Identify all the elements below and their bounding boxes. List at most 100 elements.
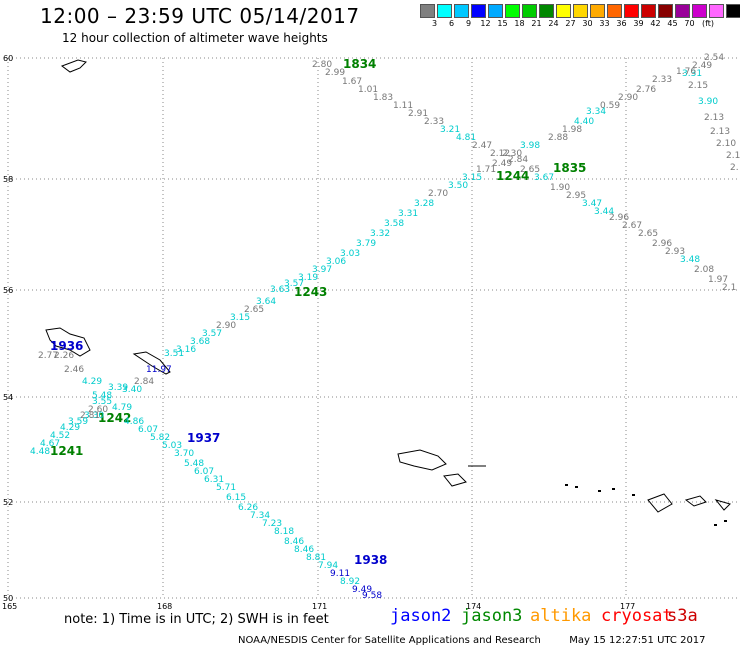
wave-height-label: 4.40: [574, 117, 594, 127]
legend-swatch: [726, 4, 740, 18]
wave-height-label: 11.97: [146, 365, 172, 375]
wave-height-label: 2.91: [408, 109, 428, 119]
small-island: [724, 520, 727, 522]
wave-height-label: 2.47: [472, 141, 492, 151]
land-outline: [684, 495, 707, 507]
small-island: [575, 486, 578, 488]
wave-height-label: 5.71: [216, 483, 236, 493]
wave-height-label: 3.68: [190, 337, 210, 347]
wave-height-label: 1.01: [358, 85, 378, 95]
wave-height-label: 2.90: [216, 321, 236, 331]
wave-height-label: 3.19: [298, 273, 318, 283]
legend-label: 39: [633, 19, 644, 28]
wave-height-label: 9.11: [330, 569, 350, 579]
wave-height-label: 1.11: [393, 101, 413, 111]
land-outline: [714, 499, 731, 511]
legend-swatch: [607, 4, 622, 18]
legend-swatch: [522, 4, 537, 18]
wave-height-label: 3.47: [582, 199, 602, 209]
lon-label: 171: [312, 602, 327, 611]
wave-height-label: 2.33: [424, 117, 444, 127]
wave-height-label: 4.81: [456, 133, 476, 143]
legend-unit: (ft): [701, 19, 715, 28]
wave-height-label: 2.90: [618, 93, 638, 103]
legend-label: 15: [497, 19, 508, 28]
lat-label: 58: [3, 175, 13, 184]
wave-height-label: 6.07: [138, 425, 158, 435]
land-outline: [132, 351, 171, 375]
wave-height-label: 1.98: [562, 125, 582, 135]
wave-height-label: 2.84: [508, 155, 528, 165]
small-island: [565, 484, 568, 486]
wave-height-label: 2.1: [722, 283, 736, 293]
legend-label: 12: [480, 19, 491, 28]
wave-height-label: 3.50: [448, 181, 468, 191]
wave-height-label: 5.82: [150, 433, 170, 443]
wave-height-label: 3.79: [356, 239, 376, 249]
legend-label: 42: [650, 19, 661, 28]
wave-height-label: 8.46: [284, 537, 304, 547]
wave-height-label: 2.81: [80, 411, 100, 421]
wave-height-label: 3.15: [230, 313, 250, 323]
land-outline: [443, 473, 467, 487]
wave-height-label: 2.96: [652, 239, 672, 249]
wave-height-label: 2.76: [636, 85, 656, 95]
wave-height-label: 3.03: [340, 249, 360, 259]
wave-height-label: 7.94: [318, 561, 338, 571]
land-outline: [647, 493, 673, 513]
legend-label: 21: [531, 19, 542, 28]
wave-height-label: 3.31: [398, 209, 418, 219]
wave-height-label: 3.44: [594, 207, 614, 217]
wave-height-label: 3.06: [326, 257, 346, 267]
wave-height-label: 2.13: [704, 113, 724, 123]
pass-time-label: 1243: [294, 285, 327, 299]
wave-height-label: 2.96: [609, 213, 629, 223]
wave-height-label: 3.51: [164, 349, 184, 359]
satellite-legend-jason2: jason2: [390, 606, 452, 626]
legend-label: 6: [448, 19, 455, 28]
legend-swatch: [573, 4, 588, 18]
wave-height-label: 0.59: [600, 101, 620, 111]
wave-height-label: 3.57: [202, 329, 222, 339]
satellite-legend-jason3: jason3: [461, 606, 523, 626]
legend-label: 45: [667, 19, 678, 28]
lat-label: 60: [3, 54, 13, 63]
legend-swatch: [709, 4, 724, 18]
wave-height-label: 3.90: [698, 97, 718, 107]
legend-swatch: [471, 4, 486, 18]
legend-swatch: [675, 4, 690, 18]
wave-height-label: 3.55: [92, 397, 112, 407]
legend-label: 30: [582, 19, 593, 28]
wave-height-label: 2.65: [244, 305, 264, 315]
legend-swatch: [641, 4, 656, 18]
small-island: [612, 488, 615, 490]
wave-height-label: 2.65: [520, 165, 540, 175]
legend-label: 9: [465, 19, 472, 28]
wave-height-label: 3.70: [174, 449, 194, 459]
wave-height-label: 3.15: [462, 173, 482, 183]
wave-height-label: 2.65: [638, 229, 658, 239]
wave-height-label: 2.80: [312, 60, 332, 70]
wave-height-label: 1.97: [708, 275, 728, 285]
pass-time-label: 1242: [98, 411, 131, 425]
wave-height-label: 3.30: [84, 411, 104, 421]
wave-height-label: 2.67: [622, 221, 642, 231]
legend-swatch: [556, 4, 571, 18]
legend-swatch: [505, 4, 520, 18]
wave-height-label: 2.46: [64, 365, 84, 375]
wave-height-label: 1.90: [550, 183, 570, 193]
wave-height-label: 6.15: [226, 493, 246, 503]
map-title: 12:00 – 23:59 UTC 05/14/2017: [40, 4, 360, 28]
pass-time-label: 1241: [50, 444, 83, 458]
wave-height-label: 2.10: [716, 139, 736, 149]
legend-swatch: [454, 4, 469, 18]
wave-height-label: 2.84: [134, 377, 154, 387]
legend-label: 18: [514, 19, 525, 28]
wave-height-label: 4.86: [124, 417, 144, 427]
legend-swatch: [488, 4, 503, 18]
lon-label: 174: [466, 602, 481, 611]
wave-height-label: 2.60: [88, 405, 108, 415]
wave-height-label: 8.18: [274, 527, 294, 537]
satellite-legend-s3a: s3a: [667, 606, 698, 626]
